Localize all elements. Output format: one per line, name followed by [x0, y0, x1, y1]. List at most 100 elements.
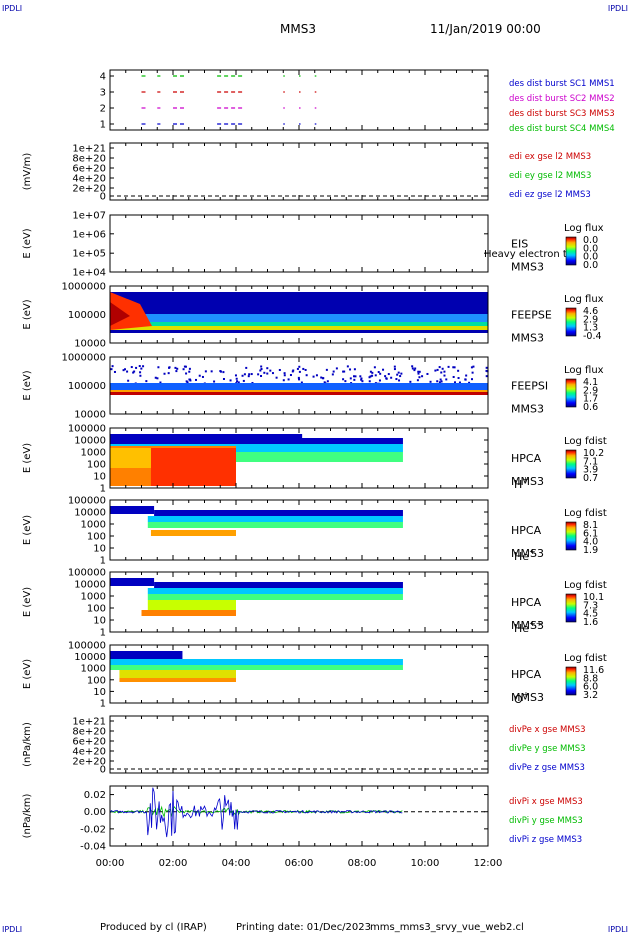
spectrogram-pixel — [184, 365, 187, 368]
spectrogram-pixel — [323, 381, 326, 384]
spectrogram-pixel — [296, 367, 299, 370]
legend-entry: divPi x gse MMS3 — [509, 797, 583, 807]
spectrogram-band — [154, 510, 403, 516]
species-label: He++ — [514, 619, 542, 635]
y-tick-label: 100 — [87, 532, 106, 543]
spectrogram-band — [110, 452, 403, 462]
instrument-label: EIS — [511, 238, 528, 251]
spectrogram-pixel — [349, 377, 352, 380]
spectrogram-band — [110, 578, 155, 586]
spectrogram-pixel — [413, 369, 416, 372]
spectrogram-pixel — [140, 367, 143, 370]
spectrogram-pixel — [234, 374, 237, 377]
species-charge: + — [523, 690, 530, 699]
spectrogram-pixel — [371, 371, 374, 374]
y-tick-label: 0 — [100, 192, 106, 203]
spectrogram-pixel — [369, 375, 372, 378]
spectrogram-pixel — [417, 372, 420, 375]
spectrogram-pixel — [122, 369, 125, 372]
spectrogram-pixel — [188, 367, 191, 370]
spectrogram-pixel — [271, 372, 274, 375]
spacecraft-label: MMS3 — [511, 332, 544, 345]
spectrogram-band — [147, 522, 403, 528]
spectrogram-pixel — [352, 375, 355, 378]
spectrogram-pixel — [168, 366, 171, 369]
spectrogram-pixel — [426, 372, 429, 375]
y-tick-label: 1e+21 — [72, 144, 106, 155]
spectrogram-pixel — [371, 374, 374, 377]
spectrogram-pixel — [130, 366, 133, 369]
spectrogram-band — [110, 448, 151, 468]
y-axis-label: E (eV) — [22, 443, 33, 473]
spectrogram-pixel — [229, 379, 232, 382]
spectrogram-pixel — [275, 376, 278, 379]
y-tick-label: 1000000 — [61, 353, 106, 364]
panel-frame — [109, 715, 489, 774]
spectrogram-pixel — [222, 378, 225, 381]
species-charge: ++ — [529, 619, 542, 628]
legend-entry: edi ez gse l2 MMS3 — [509, 190, 591, 200]
colorbar-title: Log fdist — [564, 580, 607, 591]
legend-entry: des dist burst SC3 MMS3 — [509, 109, 615, 119]
y-tick-label: 1000000 — [61, 282, 106, 293]
y-tick-label: 100000 — [68, 310, 106, 321]
colorbar-tick-label: 6.1 — [583, 528, 598, 539]
spectrogram-pixel — [298, 365, 301, 368]
spectrogram-pixel — [343, 370, 346, 373]
spectrogram-pixel — [393, 368, 396, 371]
spectrogram-pixel — [222, 371, 225, 374]
spectrogram-pixel — [113, 370, 116, 373]
spectrogram-pixel — [167, 372, 170, 375]
corner-label-top-left: IPDLI — [2, 4, 22, 13]
spectrogram-pixel — [411, 367, 414, 370]
spectrogram-pixel — [325, 368, 328, 371]
spectrogram-pixel — [132, 371, 135, 374]
spectrogram-pixel — [485, 369, 488, 372]
legend-entry: divPi z gse MMS3 — [509, 835, 582, 845]
spectrogram-pixel — [176, 367, 179, 370]
y-tick-label: 2 — [100, 104, 106, 115]
spectrogram-pixel — [385, 377, 388, 380]
colorbar-tick-label: 3.2 — [583, 690, 598, 701]
spectrogram-pixel — [393, 365, 396, 368]
spectrogram-pixel — [245, 366, 248, 369]
spectrogram-pixel — [111, 365, 114, 368]
spectrogram-pixel — [398, 379, 401, 382]
panel-feepsi: 1000000 100000 10000 E (eV) FEEPSI MMS3 Log fl… — [22, 353, 604, 421]
spectrogram-pixel — [434, 369, 437, 372]
spectrogram-pixel — [322, 377, 325, 380]
y-tick-label: 100 — [87, 460, 106, 471]
spectrogram-pixel — [283, 374, 286, 377]
spectrogram-pixel — [436, 368, 439, 371]
spacecraft-label: MMS3 — [511, 475, 544, 488]
spectrogram-pixel — [360, 378, 363, 381]
corner-label-top-right: IPDLI — [608, 4, 628, 13]
spectrogram-pixel — [219, 370, 222, 373]
spectrogram-pixel — [251, 381, 254, 384]
y-tick-label: 3 — [100, 88, 106, 99]
y-tick-label: 1e+05 — [72, 249, 106, 260]
colorbar-title: Log fdist — [564, 508, 607, 519]
spectrogram-pixel — [291, 370, 294, 373]
spectrogram-band — [110, 444, 403, 452]
colorbar-tick-label: -0.4 — [583, 331, 602, 342]
spectrogram-pixel — [110, 368, 113, 371]
spectrogram-pixel — [440, 380, 443, 383]
spectrogram-pixel — [278, 368, 281, 371]
spectrogram-pixel — [457, 377, 460, 380]
spectrogram-pixel — [175, 370, 178, 373]
spectrogram-pixel — [396, 373, 399, 376]
spectrogram-band — [147, 594, 403, 600]
spectrogram-pixel — [443, 370, 446, 373]
spectrogram-pixel — [243, 373, 246, 376]
time-tick-label: 04:00 — [222, 858, 251, 869]
legend-entry: des dist burst SC4 MMS4 — [509, 124, 615, 134]
y-tick-label: 1 — [100, 628, 106, 639]
spectrogram-pixel — [260, 368, 263, 371]
colorbar-tick-label: 6.0 — [583, 682, 598, 693]
spectrogram-pixel — [452, 375, 455, 378]
spectrogram-band — [119, 670, 236, 678]
spectrogram-band — [147, 588, 403, 594]
spectrogram-pixel — [378, 379, 381, 382]
